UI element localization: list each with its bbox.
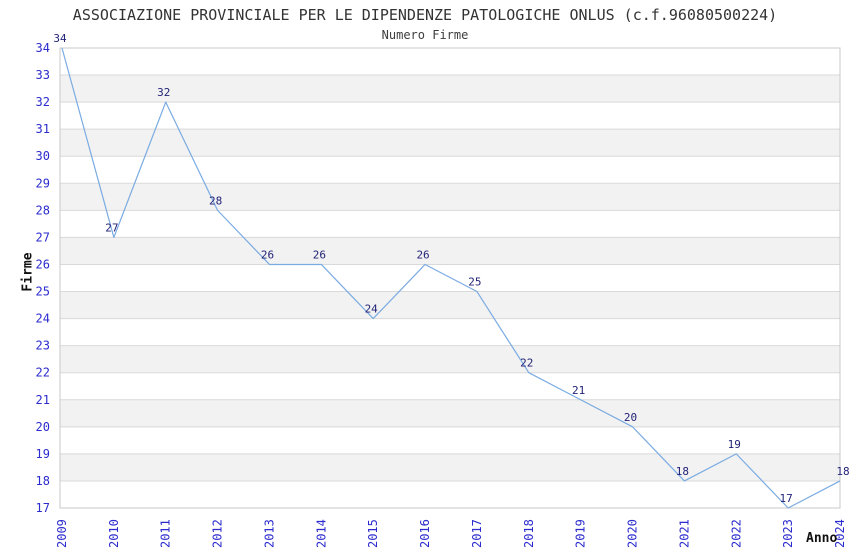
y-tick-label: 26	[36, 257, 50, 271]
x-tick-label: 2015	[366, 519, 380, 548]
band	[60, 345, 840, 373]
y-tick-label: 20	[36, 420, 50, 434]
y-tick-label: 23	[36, 339, 50, 353]
band	[60, 237, 840, 265]
data-point-label: 19	[728, 438, 741, 451]
chart-title: ASSOCIAZIONE PROVINCIALE PER LE DIPENDEN…	[72, 6, 778, 24]
y-tick-label: 30	[36, 149, 50, 163]
y-tick-label: 17	[36, 501, 50, 515]
band	[60, 129, 840, 157]
data-point-label: 18	[836, 465, 849, 478]
y-tick-label: 18	[36, 474, 50, 488]
data-point-label: 34	[53, 32, 67, 45]
data-line	[61, 47, 841, 509]
y-tick-label: 33	[36, 68, 50, 82]
x-tick-label: 2009	[55, 519, 69, 548]
plot-frame	[59, 47, 841, 509]
x-tick-label: 2013	[262, 519, 276, 548]
x-tick-label: 2020	[626, 519, 640, 548]
data-point-label: 26	[313, 248, 326, 261]
data-point-label: 17	[780, 492, 793, 505]
band	[60, 291, 840, 319]
data-point-label: 21	[572, 384, 585, 397]
x-tick-label: 2018	[522, 519, 536, 548]
x-tick-label: 2024	[833, 519, 847, 548]
data-point-label: 24	[365, 303, 379, 316]
data-point-label: 26	[416, 248, 429, 261]
data-point-label: 28	[209, 194, 222, 207]
data-point-label: 20	[624, 411, 637, 424]
x-tick-label: 2022	[729, 519, 743, 548]
data-point-label: 25	[468, 276, 481, 289]
x-tick-label: 2016	[418, 519, 432, 548]
band	[60, 183, 840, 211]
band	[60, 453, 840, 481]
y-tick-label: 34	[36, 41, 50, 55]
y-tick-label: 32	[36, 95, 50, 109]
y-tick-label: 28	[36, 203, 50, 217]
chart-subtitle: Numero Firme	[381, 28, 469, 42]
x-tick-label: 2011	[159, 519, 173, 548]
y-tick-label: 22	[36, 366, 50, 380]
y-tick-label: 31	[36, 122, 50, 136]
x-tick-label: 2017	[470, 519, 484, 548]
x-tick-label: 2023	[781, 519, 795, 548]
y-tick-label: 25	[36, 285, 50, 299]
y-axis-title: Firme	[20, 252, 36, 292]
band	[60, 399, 840, 427]
data-point-label: 32	[157, 86, 170, 99]
data-point-label: 22	[520, 357, 533, 370]
y-tick-label: 27	[36, 230, 50, 244]
data-point-label: 18	[676, 465, 689, 478]
x-tick-label: 2012	[211, 519, 225, 548]
y-tick-label: 24	[36, 312, 50, 326]
y-tick-label: 29	[36, 176, 50, 190]
x-tick-label: 2014	[314, 519, 328, 548]
data-point-label: 27	[105, 221, 118, 234]
data-point-label: 26	[261, 248, 274, 261]
x-tick-label: 2010	[107, 519, 121, 548]
x-axis-title: Anno	[806, 531, 838, 546]
band	[60, 75, 840, 103]
x-tick-label: 2021	[677, 519, 691, 548]
x-tick-label: 2019	[574, 519, 588, 548]
y-tick-label: 21	[36, 393, 50, 407]
y-tick-label: 19	[36, 447, 50, 461]
